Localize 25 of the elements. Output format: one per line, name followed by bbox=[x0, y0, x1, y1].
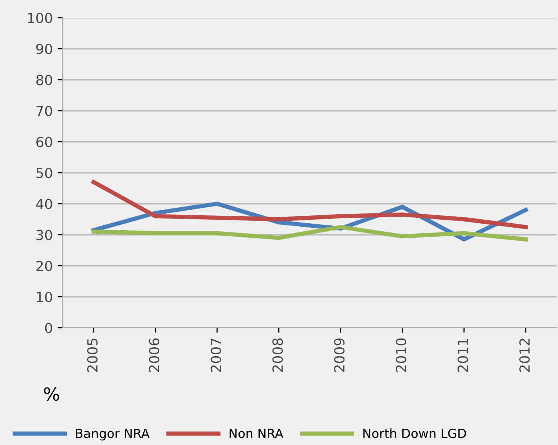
y-tick-label: 70 bbox=[36, 106, 52, 116]
y-tick-label: 10 bbox=[37, 292, 52, 302]
legend-label: North Down LGD bbox=[364, 428, 466, 438]
y-tick-label: 100 bbox=[28, 12, 52, 24]
y-tick-label: 20 bbox=[36, 260, 52, 272]
y-tick-label: 60 bbox=[36, 136, 52, 148]
x-tick-label: 2005 bbox=[87, 338, 98, 372]
y-tick-label: 80 bbox=[36, 74, 52, 86]
line-series bbox=[92, 225, 528, 242]
x-tick-label: 2007 bbox=[210, 338, 222, 372]
x-tick-label: 2010 bbox=[396, 338, 407, 372]
y-tick-label: 30 bbox=[36, 230, 52, 240]
y-tick-label: 0 bbox=[45, 322, 52, 334]
legend-label: Bangor NRA bbox=[76, 429, 150, 441]
y-axis-title: % bbox=[44, 387, 60, 402]
x-tick-label: 2011 bbox=[458, 339, 468, 372]
x-tick-label: 2006 bbox=[149, 338, 160, 372]
line-series bbox=[92, 180, 528, 230]
x-tick-label: 2012 bbox=[520, 339, 530, 372]
x-tick-label: 2009 bbox=[334, 338, 345, 372]
y-tick-label: 50 bbox=[36, 168, 52, 178]
y-tick-label: 90 bbox=[36, 44, 52, 54]
legend-label: Non NRA bbox=[230, 429, 284, 438]
y-tick-label: 40 bbox=[36, 198, 52, 210]
x-tick-label: 2008 bbox=[272, 338, 284, 372]
